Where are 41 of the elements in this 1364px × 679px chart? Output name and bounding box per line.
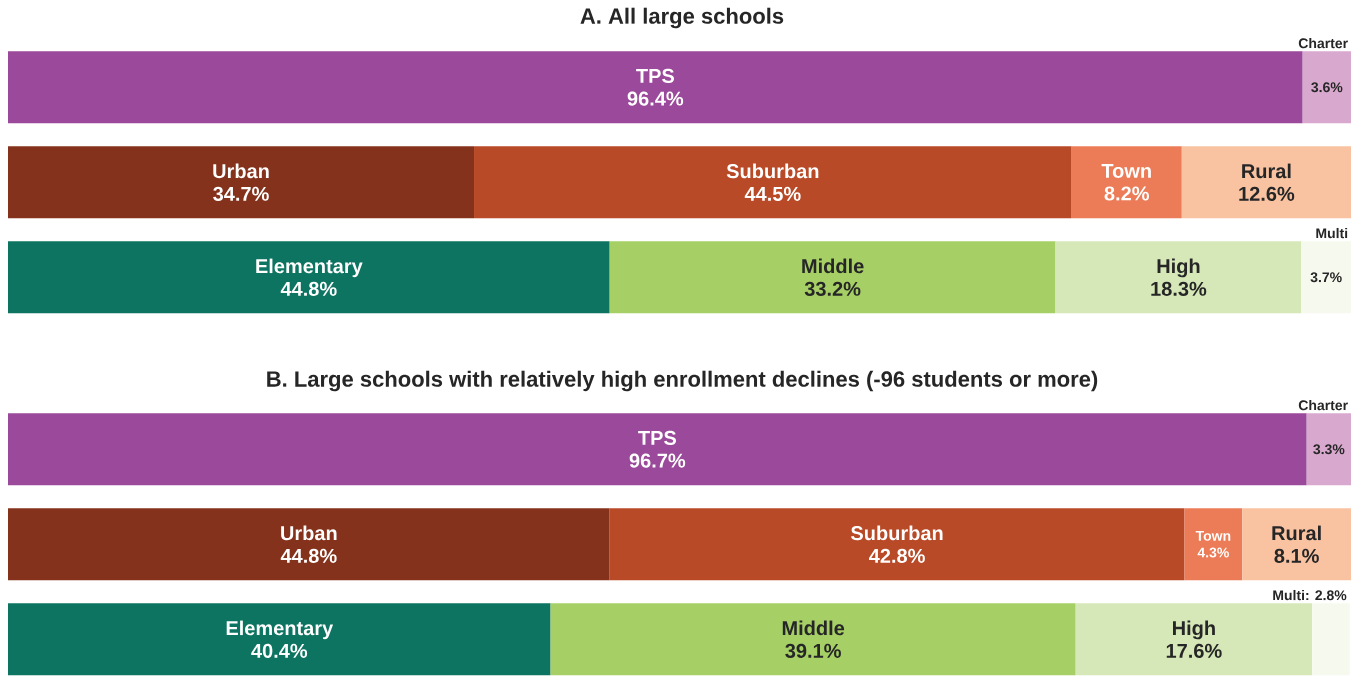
data-label: 42.8% xyxy=(869,548,925,563)
series-label: Elementary xyxy=(256,258,363,278)
data-label: 3.7% xyxy=(1310,272,1342,283)
series-label: Rural xyxy=(1272,525,1321,541)
chart-title: B. Large schools with relatively high enrollment declines (-96 students or more) xyxy=(267,370,1098,392)
series-label: High xyxy=(1173,620,1215,640)
series-label: Multi: 2.8% xyxy=(1273,589,1347,601)
series-label: Charter xyxy=(1298,37,1348,49)
series-label: Middle xyxy=(782,620,845,636)
series-label: Rural xyxy=(1242,163,1291,179)
data-label: 8.2% xyxy=(1104,186,1149,201)
data-label: 40.4% xyxy=(251,643,308,658)
series-label: Suburban xyxy=(850,525,943,541)
series-label: TPS xyxy=(636,68,674,83)
data-label: 44.8% xyxy=(280,548,337,563)
series-label: Urban xyxy=(281,525,337,541)
series-label: Multi xyxy=(1316,227,1348,239)
series-label: High xyxy=(1157,258,1200,278)
series-label: Town xyxy=(1195,531,1231,541)
data-label: 44.8% xyxy=(280,281,337,296)
series-label: Middle xyxy=(802,258,864,274)
data-label: 17.6% xyxy=(1166,643,1222,658)
data-label: 3.3% xyxy=(1313,444,1345,455)
chart-title: A. All large schools xyxy=(580,7,784,29)
series-label: Charter xyxy=(1298,399,1348,411)
series-label: Elementary xyxy=(226,620,334,640)
data-label: 96.4% xyxy=(627,91,684,106)
data-label: 12.6% xyxy=(1239,186,1295,201)
data-label: 96.7% xyxy=(629,453,686,468)
data-label: 39.1% xyxy=(785,643,841,658)
data-label: 44.5% xyxy=(744,186,801,201)
data-label: 33.2% xyxy=(804,281,861,296)
series-label: TPS xyxy=(638,430,676,445)
data-label: 34.7% xyxy=(213,186,269,201)
series-label: Urban xyxy=(213,163,269,179)
data-label: 3.6% xyxy=(1311,82,1343,93)
series-label: Suburban xyxy=(726,163,819,179)
data-label: 18.3% xyxy=(1151,281,1207,296)
data-label: 8.1% xyxy=(1274,548,1319,563)
series-label: Town xyxy=(1101,163,1151,178)
data-label: 4.3% xyxy=(1197,547,1229,558)
